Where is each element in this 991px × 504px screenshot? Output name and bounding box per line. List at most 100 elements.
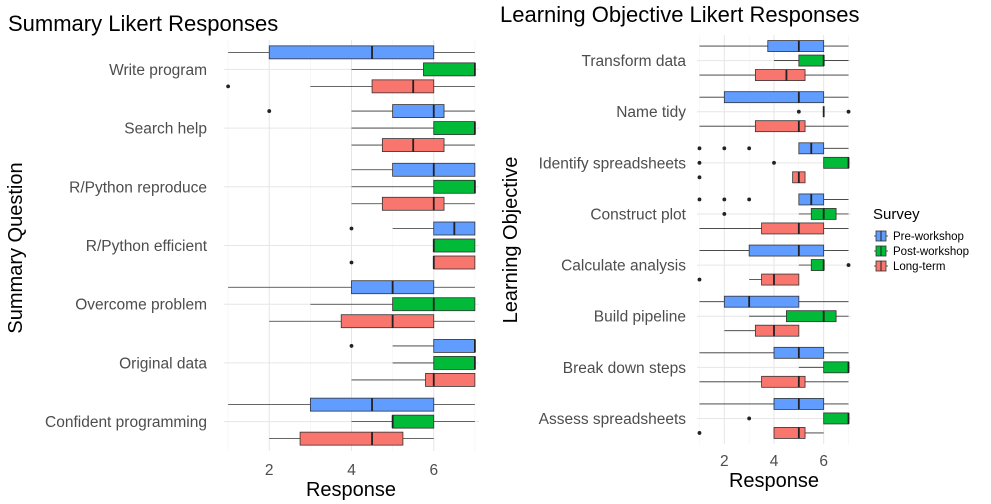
box-iqr <box>754 69 806 81</box>
boxplot-long-term-assess-spreadsheets <box>697 427 824 439</box>
box-iqr <box>823 412 849 425</box>
box-iqr <box>371 79 435 94</box>
boxplot-long-term-build-pipeline <box>724 324 800 337</box>
outlier-point <box>267 109 272 113</box>
x-tick-label: 2 <box>265 462 274 479</box>
outlier-point <box>697 197 702 202</box>
boxplot-long-term-break-down-steps <box>699 375 849 388</box>
outlier-point <box>722 197 727 202</box>
boxplot-post-workshop-original-data <box>392 356 476 370</box>
boxplot-pre-workshop-break-down-steps <box>699 346 849 359</box>
outlier-point <box>747 416 752 421</box>
box-iqr <box>425 373 476 387</box>
boxplot-pre-workshop-r-python-efficient <box>349 221 476 236</box>
legend-label: Post-workshop <box>893 246 969 258</box>
category-label-assess-spreadsheets: Assess spreadsheets <box>539 411 687 428</box>
boxplot-long-term-search-help <box>351 138 475 152</box>
box-iqr <box>761 273 800 286</box>
boxplot-long-term-confident-programming <box>269 431 434 446</box>
outlier-point <box>772 160 776 165</box>
category-label-identify-spreadsheets: Identify spreadsheets <box>539 155 687 172</box>
outlier-point <box>349 344 354 348</box>
boxplot-long-term-construct-plot <box>699 222 849 235</box>
outlier-point <box>697 277 702 282</box>
boxplot-post-workshop-transform-data <box>774 54 849 67</box>
outlier-point <box>226 84 231 89</box>
box-iqr <box>433 356 476 370</box>
x-tick-label: 4 <box>770 453 779 470</box>
learning-objective-plot-area: Transform data Name tidy Identify spreadsh… <box>539 35 851 470</box>
boxplot-post-workshop-search-help <box>351 121 476 135</box>
box-iqr <box>340 314 435 329</box>
box-iqr <box>433 179 476 194</box>
boxplot-long-term-transform-data <box>699 69 849 81</box>
boxplot-long-term-r-python-efficient <box>349 255 476 270</box>
boxplot-post-workshop-r-python-efficient <box>432 238 476 253</box>
outlier-point <box>697 146 702 151</box>
boxplot-pre-workshop-identify-spreadsheets <box>697 142 849 155</box>
boxplot-long-term-name-tidy <box>699 120 849 133</box>
legend-item-pre-workshop: Pre-workshop <box>874 230 964 243</box>
box-iqr <box>433 255 476 270</box>
boxplot-post-workshop-identify-spreadsheets <box>697 156 850 169</box>
learning-objective-y-axis-title: Learning Objective <box>500 157 522 324</box>
outlier-point <box>349 226 354 231</box>
box-iqr <box>381 196 445 211</box>
outlier-point <box>747 146 752 151</box>
boxplot-pre-workshop-search-help <box>267 104 475 118</box>
box-iqr <box>761 222 825 235</box>
legend-item-long-term: Long-term <box>874 260 945 273</box>
learning-objective-x-axis-title: Response <box>729 470 819 492</box>
x-tick-label: 6 <box>429 462 438 479</box>
boxplot-pre-workshop-write-program <box>228 45 475 60</box>
box-iqr <box>433 238 476 253</box>
box-iqr <box>810 259 825 271</box>
box-iqr <box>723 91 825 104</box>
box-iqr <box>392 414 435 429</box>
box-iqr <box>754 324 800 337</box>
category-label-construct-plot: Construct plot <box>590 206 686 223</box>
outlier-point <box>697 160 702 165</box>
box-iqr <box>761 375 806 388</box>
summary-plot-area: Write program Search help R/Python reprodu… <box>45 40 479 479</box>
outlier-point <box>697 431 702 435</box>
summary-likert-panel: Summary Likert Responses Write program Se… <box>5 11 479 501</box>
summary-x-axis-title: Response <box>306 479 396 501</box>
x-tick-label: 2 <box>720 453 729 470</box>
boxplot-post-workshop-name-tidy <box>796 106 851 118</box>
boxplot-pre-workshop-build-pipeline <box>699 295 849 308</box>
box-iqr <box>754 120 806 133</box>
boxplot-post-workshop-write-program <box>351 62 476 77</box>
boxplot-post-workshop-break-down-steps <box>798 361 850 374</box>
box-iqr <box>773 427 806 439</box>
legend-label: Long-term <box>893 261 945 273</box>
boxplot-long-term-calculate-analysis <box>697 273 800 286</box>
learning-objective-chart-title: Learning Objective Likert Responses <box>500 2 860 27</box>
outlier-point <box>796 109 801 114</box>
box-iqr <box>268 45 435 60</box>
summary-y-axis-title: Summary Question <box>5 162 27 333</box>
box-iqr <box>392 104 445 118</box>
box-iqr <box>748 244 825 257</box>
boxplot-pre-workshop-name-tidy <box>699 91 849 104</box>
boxplot-pre-workshop-construct-plot <box>697 193 849 206</box>
legend-item-post-workshop: Post-workshop <box>874 245 969 258</box>
category-label-calculate-analysis: Calculate analysis <box>561 258 686 275</box>
boxplot-post-workshop-calculate-analysis <box>798 259 851 271</box>
boxplot-post-workshop-assess-spreadsheets <box>747 412 850 425</box>
x-tick-label: 6 <box>819 453 828 470</box>
box-iqr <box>767 40 825 52</box>
boxplot-long-term-identify-spreadsheets <box>697 171 806 184</box>
category-label-name-tidy: Name tidy <box>616 104 686 121</box>
boxplot-pre-workshop-assess-spreadsheets <box>699 398 849 410</box>
category-label-build-pipeline: Build pipeline <box>594 309 686 326</box>
category-label-original-data: Original data <box>119 355 207 372</box>
outlier-point <box>722 212 727 216</box>
boxplot-post-workshop-overcome-problem <box>310 297 476 312</box>
boxplot-pre-workshop-transform-data <box>699 40 849 52</box>
learning-objective-panel: Learning Objective Likert Responses Tran… <box>500 2 860 492</box>
boxplot-long-term-write-program <box>226 79 475 94</box>
boxplot-pre-workshop-r-python-reproduce <box>351 162 476 177</box>
box-iqr <box>798 54 825 67</box>
